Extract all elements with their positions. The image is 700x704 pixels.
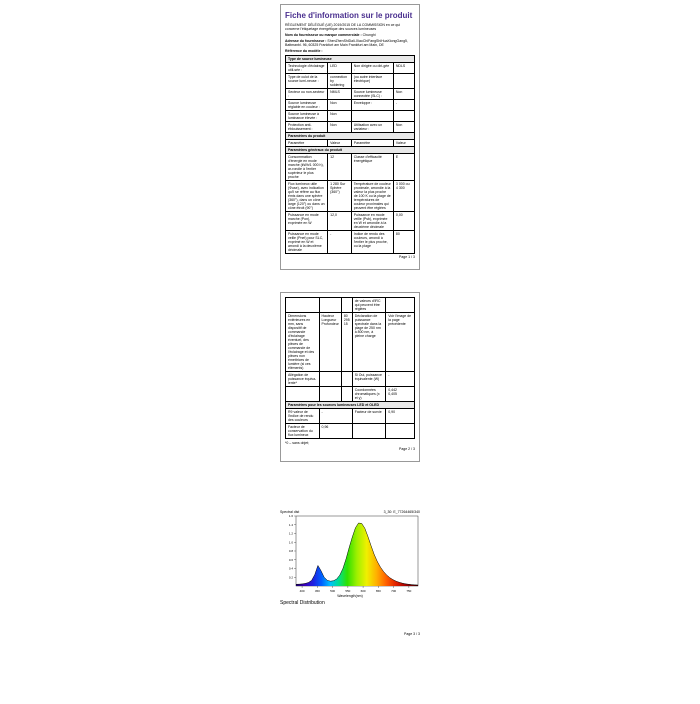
svg-text:550: 550 [345, 589, 350, 593]
svg-text:400: 400 [300, 589, 305, 593]
chart-caption: Spectral Distribution [280, 600, 420, 606]
chart-top-right: 3_30: E_77264465/340 [384, 510, 420, 514]
svg-text:500: 500 [330, 589, 335, 593]
svg-text:1.0: 1.0 [289, 540, 294, 544]
page-2-footer: Page 2 / 3 [285, 447, 415, 451]
address-line: Adresse du fournisseur : ShenZhenShiDali… [285, 39, 415, 47]
svg-text:650: 650 [376, 589, 381, 593]
svg-text:0.2: 0.2 [289, 575, 294, 579]
title: Fiche d'information sur le produit [285, 11, 415, 20]
page-2: de valeurs d'IRC qui peuvent être réglée… [280, 292, 420, 462]
supplier-name: Chunghi [363, 33, 376, 37]
svg-text:450: 450 [315, 589, 320, 593]
chart-wrap: Spectral dist 3_30: E_77264465/340 0.20.… [280, 510, 420, 606]
svg-text:1.6: 1.6 [289, 514, 294, 518]
svg-text:1.4: 1.4 [289, 523, 294, 527]
svg-text:600: 600 [361, 589, 366, 593]
page-3-footer: Page 3 / 3 [0, 632, 420, 636]
svg-text:0.8: 0.8 [289, 549, 294, 553]
spec-table-2: de valeurs d'IRC qui peuvent être réglée… [285, 297, 415, 439]
svg-text:0.6: 0.6 [289, 558, 294, 562]
svg-text:1.2: 1.2 [289, 532, 294, 536]
note: *0 – sans objet; [285, 441, 415, 445]
subtitle: RÈGLEMENT DÉLÉGUÉ (UE) 2019/2015 DE LA C… [285, 23, 415, 31]
svg-text:750: 750 [406, 589, 411, 593]
ref-line: Référence du modèle : [285, 49, 415, 53]
spectral-chart: 0.2 0.4 0.6 0.8 1.0 1.2 1.4 1.6 400 450 500 550 600 6… [280, 514, 420, 594]
svg-text:700: 700 [391, 589, 396, 593]
page-1-footer: Page 1 / 3 [285, 255, 415, 259]
ref-label: Référence du modèle : [285, 49, 323, 53]
page-1: Fiche d'information sur le produit RÈGLE… [280, 4, 420, 270]
supplier-line: Nom du fournisseur ou marque commerciale… [285, 33, 415, 37]
x-axis-label: Wavelength(nm) [280, 594, 420, 598]
spec-table-1: Type de source lumineuseTechnologie d'éc… [285, 55, 415, 254]
supplier-label: Nom du fournisseur ou marque commerciale… [285, 33, 362, 37]
svg-text:0.4: 0.4 [289, 567, 294, 571]
